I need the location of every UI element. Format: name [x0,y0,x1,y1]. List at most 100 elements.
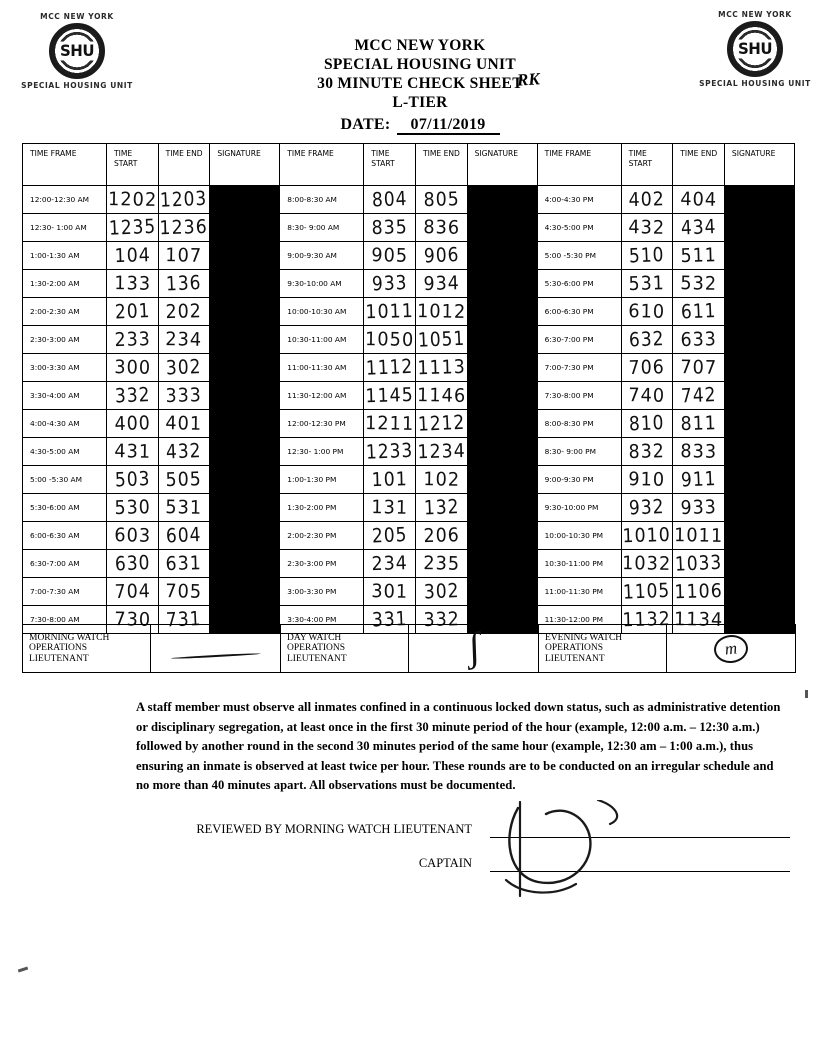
time-end-cell-g1[interactable]: 531 [157,493,211,522]
time-end-cell-g2[interactable]: 1051 [414,325,468,354]
time-end-cell-g2[interactable]: 1212 [414,409,468,438]
time-start-cell-g3[interactable]: 610 [620,297,674,326]
time-end-cell-g3[interactable]: 742 [672,381,725,410]
time-end-cell-g1[interactable]: 302 [157,353,211,382]
time-end-cell-g2[interactable]: 206 [414,521,468,550]
time-end-cell-g3[interactable]: 532 [672,269,725,298]
time-start-cell-g2[interactable]: 1233 [363,437,416,466]
time-end-cell-g1[interactable]: 401 [157,409,211,438]
time-start-cell-g3[interactable]: 1010 [620,521,674,550]
time-start-cell-g3[interactable]: 632 [620,325,674,354]
time-end-cell-g1[interactable]: 604 [157,521,211,550]
time-end-cell-g3[interactable]: 1033 [672,549,725,578]
time-end-cell-g1[interactable]: 1236 [157,213,211,242]
time-end-cell-g1[interactable]: 107 [157,241,211,270]
time-start-cell-g2[interactable]: 234 [363,549,416,578]
time-end-cell-g1[interactable]: 136 [157,269,211,298]
time-start-cell-g1[interactable]: 300 [105,353,159,382]
time-frame-cell-g3: 7:30-8:00 PM [536,381,622,410]
time-start-cell-g1[interactable]: 332 [105,381,159,410]
evening-watch-signature-field[interactable]: m [666,624,796,673]
reviewed-by-signature-line[interactable] [490,822,790,838]
time-end-cell-g3[interactable]: 933 [672,493,725,522]
time-end-cell-g3[interactable]: 511 [672,241,725,270]
time-start-cell-g1[interactable]: 1202 [105,185,159,214]
watch-label-line1: MORNING WATCH [29,632,110,643]
time-end-cell-g1[interactable]: 1203 [157,185,211,214]
time-start-cell-g2[interactable]: 1211 [363,409,416,438]
time-start-cell-g3[interactable]: 706 [620,353,674,382]
time-end-cell-g3[interactable]: 633 [672,325,725,354]
time-start-cell-g1[interactable]: 133 [105,269,159,298]
time-end-cell-g2[interactable]: 1234 [414,437,468,466]
time-start-cell-g2[interactable]: 835 [363,213,416,242]
time-start-cell-g3[interactable]: 402 [620,185,674,214]
time-end-cell-g3[interactable]: 611 [672,297,725,326]
time-end-cell-g1[interactable]: 234 [157,325,211,354]
time-end-cell-g2[interactable]: 235 [414,549,468,578]
time-start-cell-g2[interactable]: 1145 [363,381,416,410]
time-start-cell-g2[interactable]: 905 [363,241,416,270]
time-start-cell-g2[interactable]: 933 [363,269,416,298]
time-frame-cell-g3: 11:00-11:30 PM [536,577,622,606]
time-start-cell-g3[interactable]: 832 [620,437,674,466]
time-start-cell-g3[interactable]: 510 [620,241,674,270]
time-start-cell-g3[interactable]: 1105 [620,577,674,606]
time-end-cell-g2[interactable]: 132 [414,493,468,522]
handwritten-time-entry: 1235 [108,214,157,241]
time-start-cell-g3[interactable]: 932 [620,493,674,522]
time-start-cell-g2[interactable]: 205 [363,521,416,550]
time-start-cell-g3[interactable]: 810 [620,409,674,438]
time-end-cell-g2[interactable]: 1012 [414,297,468,326]
time-start-cell-g1[interactable]: 400 [105,409,159,438]
time-end-cell-g2[interactable]: 1113 [414,353,468,382]
time-end-cell-g1[interactable]: 432 [157,437,211,466]
time-end-cell-g2[interactable]: 1146 [414,381,468,410]
time-start-cell-g3[interactable]: 531 [620,269,674,298]
time-end-cell-g3[interactable]: 404 [672,185,725,214]
time-end-cell-g3[interactable]: 707 [672,353,725,382]
time-start-cell-g1[interactable]: 603 [105,521,159,550]
time-start-cell-g2[interactable]: 1050 [363,325,416,354]
time-start-cell-g3[interactable]: 1032 [620,549,674,578]
time-end-cell-g1[interactable]: 705 [157,577,211,606]
time-end-cell-g1[interactable]: 202 [157,297,211,326]
time-end-cell-g2[interactable]: 805 [414,185,468,214]
time-start-cell-g1[interactable]: 503 [105,465,159,494]
time-end-cell-g2[interactable]: 934 [414,269,468,298]
time-start-cell-g1[interactable]: 233 [105,325,159,354]
time-end-cell-g2[interactable]: 906 [414,241,468,270]
time-start-cell-g2[interactable]: 101 [363,465,416,494]
time-end-cell-g3[interactable]: 1106 [672,577,725,606]
time-end-cell-g2[interactable]: 836 [414,213,468,242]
captain-signature-line[interactable] [490,856,790,872]
time-start-cell-g2[interactable]: 131 [363,493,416,522]
reviewed-by-label: REVIEWED BY MORNING WATCH LIEUTENANT [196,822,472,836]
time-end-cell-g3[interactable]: 911 [672,465,725,494]
time-start-cell-g2[interactable]: 1112 [363,353,416,382]
time-start-cell-g2[interactable]: 1011 [363,297,416,326]
time-end-cell-g2[interactable]: 102 [414,465,468,494]
time-start-cell-g1[interactable]: 104 [105,241,159,270]
time-end-cell-g1[interactable]: 333 [157,381,211,410]
time-start-cell-g2[interactable]: 804 [363,185,416,214]
morning-watch-signature-field[interactable] [150,624,281,673]
time-end-cell-g3[interactable]: 434 [672,213,725,242]
time-start-cell-g1[interactable]: 630 [105,549,159,578]
time-end-cell-g3[interactable]: 833 [672,437,725,466]
time-start-cell-g3[interactable]: 910 [620,465,674,494]
time-start-cell-g1[interactable]: 530 [105,493,159,522]
time-start-cell-g2[interactable]: 301 [363,577,416,606]
time-start-cell-g1[interactable]: 704 [105,577,159,606]
time-end-cell-g2[interactable]: 302 [414,577,468,606]
time-end-cell-g1[interactable]: 505 [157,465,211,494]
time-end-cell-g1[interactable]: 631 [157,549,211,578]
time-start-cell-g1[interactable]: 1235 [105,213,159,242]
time-start-cell-g3[interactable]: 432 [620,213,674,242]
time-start-cell-g3[interactable]: 740 [620,381,674,410]
time-end-cell-g3[interactable]: 811 [672,409,725,438]
time-start-cell-g1[interactable]: 431 [105,437,159,466]
day-watch-signature-field[interactable]: ʃ [408,623,539,673]
time-start-cell-g1[interactable]: 201 [105,297,159,326]
time-end-cell-g3[interactable]: 1011 [672,521,725,550]
